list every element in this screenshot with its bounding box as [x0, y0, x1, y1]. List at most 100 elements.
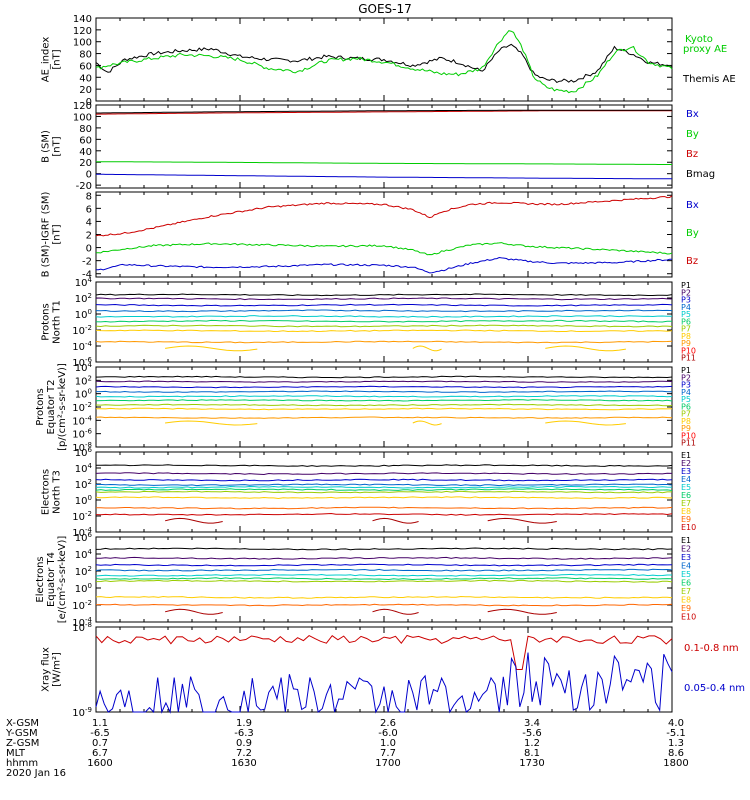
axis-row-value: 1.2 — [524, 738, 540, 749]
axis-row-value: 1.9 — [236, 718, 252, 729]
p1-ytick-label: 104 — [75, 276, 93, 289]
e2-channel-4 — [95, 568, 673, 572]
legend-xray-long: 0.1-0.8 nm — [684, 643, 739, 654]
e1-channel-9 — [95, 506, 673, 510]
p2-channel-4 — [96, 390, 673, 393]
axis-row-label-z-gsm: Z-GSM — [6, 738, 39, 749]
p2-ytick-label: 104 — [75, 361, 93, 374]
p2-legend-p5: P5 — [681, 395, 691, 404]
p2-ytick-label: 10-2 — [72, 401, 92, 414]
ae-ylabel: [nT] — [52, 49, 63, 69]
axis-row-label-hhmm: hhmm — [6, 758, 38, 769]
p1-legend-p10: P10 — [681, 346, 696, 355]
e2-legend-e6: E6 — [681, 579, 691, 588]
e2-low-segment — [372, 608, 419, 615]
e1-legend-e7: E7 — [681, 499, 691, 508]
ae-ytick-label: 60 — [79, 61, 92, 72]
bdiff-ytick-label: 0 — [86, 244, 92, 255]
p1-channel-9 — [95, 340, 673, 344]
axis-row-value: 1730 — [519, 758, 544, 769]
p2-legend-p4: P4 — [681, 388, 691, 397]
axis-row-value: 0.7 — [92, 738, 108, 749]
e2-ytick-label: 106 — [75, 531, 93, 544]
p1-channel-2 — [95, 297, 673, 301]
bsm-ylabel: B (SM) — [41, 130, 52, 163]
p2-low-segment — [412, 420, 442, 426]
e1-legend-e5: E5 — [681, 483, 691, 492]
p1-legend-p1: P1 — [681, 281, 691, 290]
e1-channel-4 — [95, 483, 673, 487]
p2-channel-2 — [95, 380, 673, 383]
ae-ytick-label: 120 — [73, 26, 92, 37]
ae-series-themis-ae — [95, 43, 672, 84]
e1-legend-e4: E4 — [681, 475, 691, 484]
e1-channel-10 — [95, 512, 673, 516]
e1-channel-7 — [95, 490, 672, 494]
e1-low-segment — [164, 517, 223, 524]
p2-legend-p3: P3 — [681, 381, 691, 390]
e2-channel-8 — [95, 595, 673, 599]
e2-channel-9 — [95, 603, 673, 607]
axis-row-value: 2.6 — [380, 718, 396, 729]
e1-ytick-label: 104 — [75, 462, 93, 475]
legend-kyoto-line2: proxy AE — [683, 44, 727, 55]
p2-ylabel: [p/(cm²-s-sr-keV)] — [57, 363, 68, 451]
e2-ytick-label: 100 — [75, 582, 92, 595]
e1-channel-1 — [96, 464, 673, 467]
e2-low-segment — [164, 608, 223, 615]
plot-title: GOES-17 — [358, 2, 412, 16]
p1-channel-5 — [95, 315, 672, 318]
p2-channel-3 — [95, 385, 673, 389]
bdiff-series-bz — [95, 195, 673, 237]
xray-series-0.1-0.8-nm — [95, 634, 673, 670]
axis-row-value: 4.0 — [668, 718, 684, 729]
legend-bdiff-by: By — [686, 228, 699, 239]
e2-channel-5 — [95, 573, 672, 577]
axis-row-value: 6.7 — [92, 748, 108, 759]
e2-ytick-label: 10-2 — [72, 599, 92, 612]
p1-channel-4 — [95, 309, 673, 313]
e1-legend-e2: E2 — [681, 459, 691, 468]
bsm-series-bmag — [96, 109, 672, 114]
axis-row-value: 1.1 — [92, 718, 108, 729]
e2-ytick-label: 102 — [75, 565, 92, 578]
p1-channel-3 — [95, 303, 673, 307]
axis-row-value: 8.6 — [668, 748, 684, 759]
p2-frame — [95, 366, 673, 448]
p2-channel-7 — [95, 403, 673, 407]
ae-ytick-label: 40 — [79, 73, 92, 84]
e2-channel-7 — [95, 579, 673, 583]
e1-legend-e10: E10 — [681, 523, 696, 532]
p1-ytick-label: 10-4 — [72, 340, 92, 353]
bsm-ylabel: [nT] — [52, 136, 63, 156]
e1-ytick-label: 10-2 — [72, 510, 92, 523]
bsm-ytick-label: -20 — [76, 181, 92, 192]
e1-legend-e1: E1 — [681, 451, 691, 460]
p1-low-segment — [165, 345, 258, 352]
axis-row-value: 7.7 — [380, 748, 396, 759]
xray-ylabel: [W/m²] — [52, 652, 63, 687]
p2-low-segment — [545, 420, 626, 426]
axis-row-value: 7.2 — [236, 748, 252, 759]
axis-row-value: 8.1 — [524, 748, 540, 759]
e1-channel-2 — [95, 472, 673, 476]
p1-legend-p2: P2 — [681, 288, 691, 297]
e2-legend-e5: E5 — [681, 570, 691, 579]
p1-legend-p11: P11 — [681, 354, 696, 363]
e2-legend-e10: E10 — [681, 613, 696, 622]
legend-bsm-bz: Bz — [686, 149, 698, 160]
e2-channel-3 — [95, 563, 673, 567]
e2-legend-e7: E7 — [681, 587, 691, 596]
bsm-ytick-label: 80 — [79, 124, 92, 135]
axis-row-value: 3.4 — [524, 718, 540, 729]
p2-legend-p1: P1 — [681, 366, 691, 375]
axis-row-value: -6.3 — [234, 728, 254, 739]
bdiff-ylabel: B (SM)-IGRF (SM) — [41, 192, 52, 278]
bdiff-ytick-label: 6 — [86, 204, 92, 215]
p2-channel-5 — [95, 395, 673, 398]
bsm-ytick-label: 0 — [86, 170, 92, 181]
e2-channel-6 — [95, 577, 673, 581]
legend-bsm-bx: Bx — [686, 109, 699, 120]
e1-legend-e6: E6 — [681, 491, 691, 500]
bdiff-frame — [95, 191, 673, 278]
